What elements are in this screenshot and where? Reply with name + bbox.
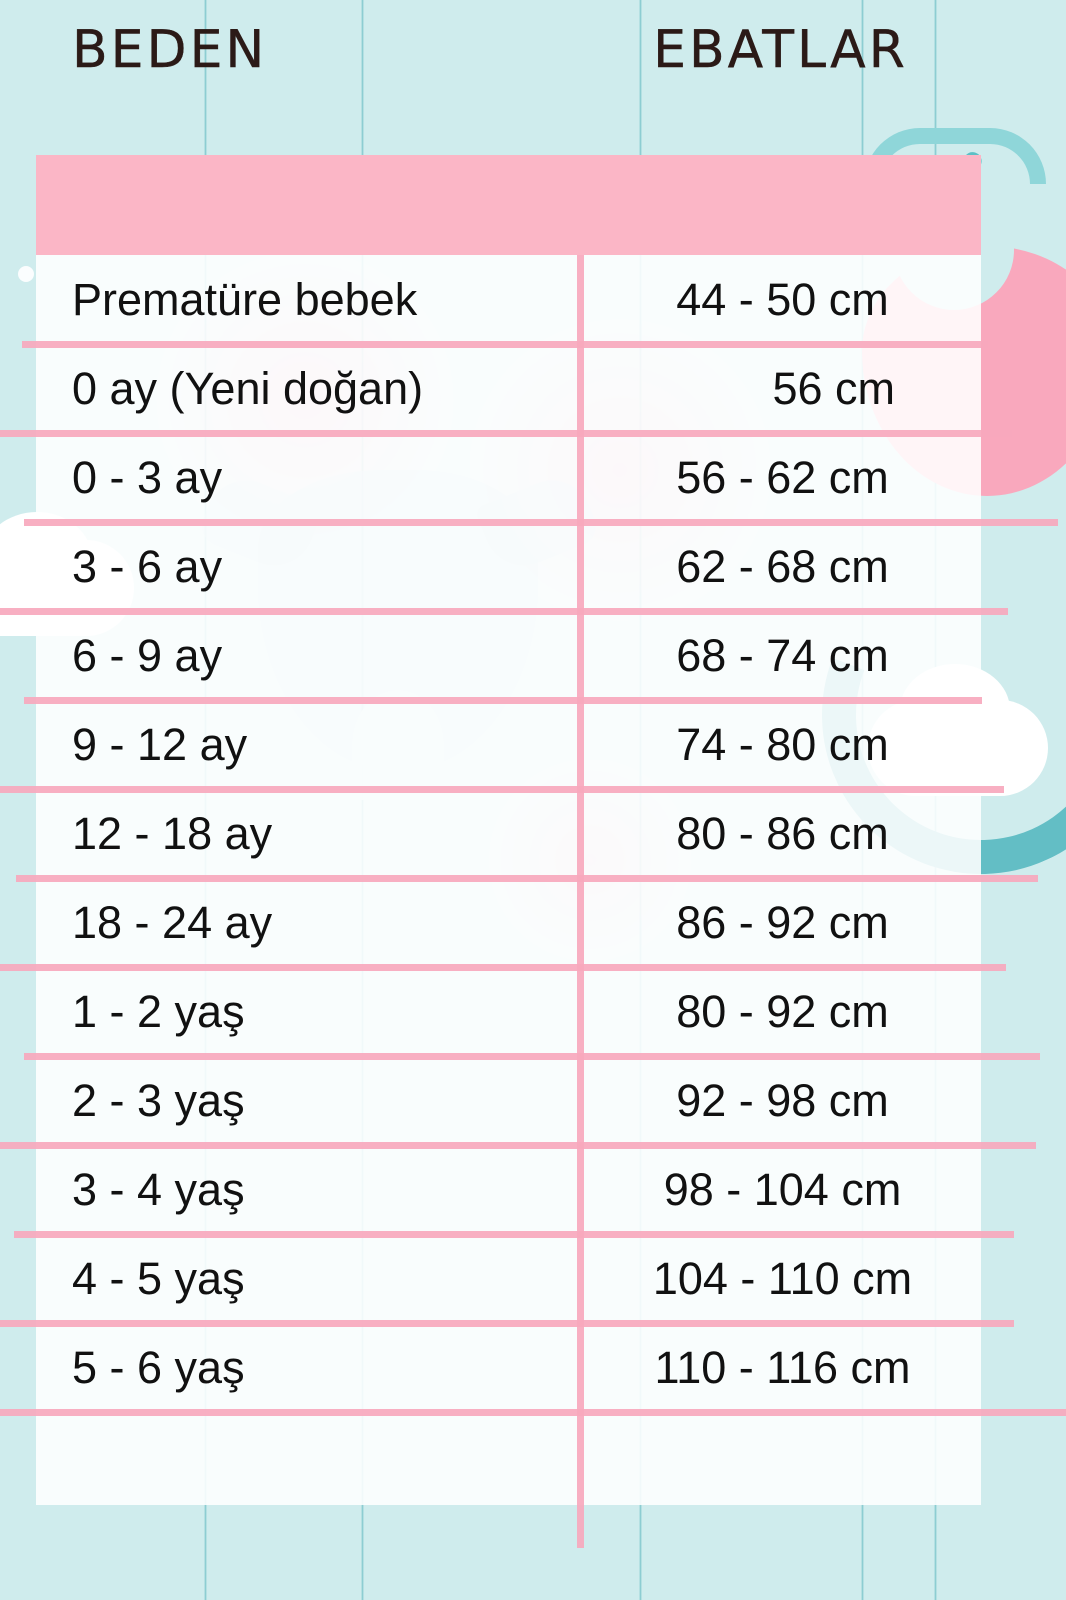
table-cell-measurement: 86 - 92 cm bbox=[676, 896, 889, 948]
row-divider bbox=[24, 519, 1058, 526]
column-header-size: BEDEN bbox=[72, 20, 268, 80]
row-divider bbox=[0, 786, 1004, 793]
row-divider bbox=[14, 1231, 1014, 1238]
row-divider bbox=[0, 964, 1006, 971]
table-cell-measurement: 80 - 86 cm bbox=[676, 807, 889, 859]
table-cell-size: 12 - 18 ay bbox=[72, 807, 273, 859]
table-cell-size: 0 - 3 ay bbox=[72, 451, 223, 503]
table-cell-size bbox=[36, 1412, 577, 1501]
table-cell-measurement: 68 - 74 cm bbox=[676, 629, 889, 681]
table-header-row bbox=[36, 155, 981, 255]
table-cell-measurement: 56 cm bbox=[772, 362, 895, 414]
table-cell-size: 4 - 5 yaş bbox=[72, 1252, 245, 1304]
table-cell-size: 3 - 6 ay bbox=[72, 540, 223, 592]
row-divider bbox=[0, 608, 1008, 615]
table-cell-size: 5 - 6 yaş bbox=[72, 1341, 245, 1393]
row-divider bbox=[0, 1320, 1014, 1327]
table-cell-size: 2 - 3 yaş bbox=[72, 1074, 245, 1126]
row-divider bbox=[24, 1053, 1040, 1060]
row-divider bbox=[22, 341, 988, 348]
table-cell-measurement: 110 - 116 cm bbox=[654, 1341, 911, 1393]
table-cell-measurement bbox=[584, 1412, 981, 1501]
row-divider bbox=[16, 875, 1038, 882]
row-divider bbox=[0, 1142, 1036, 1149]
table-cell-measurement: 98 - 104 cm bbox=[663, 1163, 902, 1215]
sparkle-icon bbox=[18, 266, 34, 282]
table-cell-size: 3 - 4 yaş bbox=[72, 1163, 245, 1215]
table-cell-size: Prematüre bebek bbox=[72, 273, 418, 325]
column-header-measurement: EBATLAR bbox=[653, 20, 908, 80]
table-cell-measurement: 80 - 92 cm bbox=[676, 985, 889, 1037]
row-divider bbox=[24, 697, 982, 704]
table-cell-measurement: 44 - 50 cm bbox=[676, 273, 889, 325]
table-cell-measurement: 104 - 110 cm bbox=[652, 1252, 913, 1304]
table-cell-size: 9 - 12 ay bbox=[72, 718, 248, 770]
row-divider bbox=[0, 1409, 1066, 1416]
row-divider bbox=[0, 430, 1012, 437]
column-divider bbox=[577, 255, 584, 1548]
table-cell-measurement: 92 - 98 cm bbox=[676, 1074, 889, 1126]
table-cell-size: 0 ay (Yeni doğan) bbox=[72, 362, 424, 414]
table-cell-size: 18 - 24 ay bbox=[72, 896, 273, 948]
table-cell-size: 6 - 9 ay bbox=[72, 629, 223, 681]
table-cell-measurement: 56 - 62 cm bbox=[676, 451, 889, 503]
table-cell-measurement: 62 - 68 cm bbox=[676, 540, 889, 592]
table-cell-size: 1 - 2 yaş bbox=[72, 985, 245, 1037]
table-cell-measurement: 74 - 80 cm bbox=[676, 718, 889, 770]
